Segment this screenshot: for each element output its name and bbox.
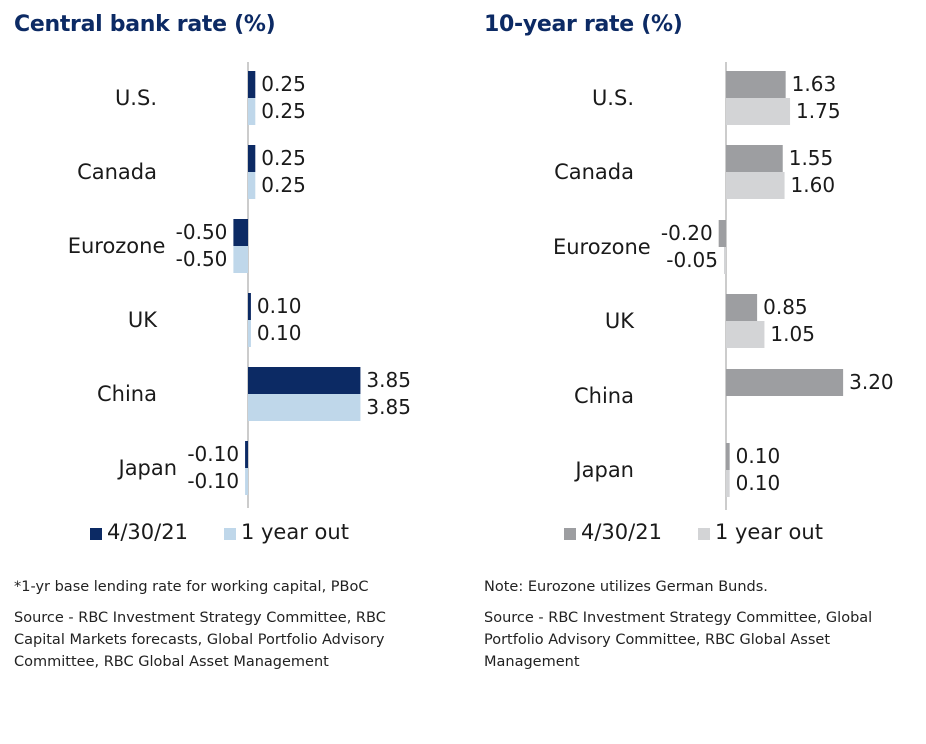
category-label: Japan <box>117 456 178 480</box>
chart-title: 10-year rate (%) <box>484 12 683 37</box>
data-label: 3.85 <box>366 395 411 419</box>
bar-future <box>233 246 248 273</box>
bar-current <box>233 219 248 246</box>
bar-future <box>726 98 791 125</box>
legend: 4/30/21 1 year out <box>90 520 385 544</box>
bar-future <box>248 394 361 421</box>
legend-swatch-future <box>223 528 236 540</box>
data-label: 1.75 <box>796 99 841 123</box>
bar-current <box>726 369 844 396</box>
chart-notes: Note: Eurozone utilizes German Bunds. So… <box>484 576 914 682</box>
data-label: 0.25 <box>261 173 306 197</box>
bar-future <box>726 470 730 497</box>
source-note: Source - RBC Investment Strategy Committ… <box>14 610 386 670</box>
category-label: Eurozone <box>68 234 166 258</box>
bar-future <box>248 320 251 347</box>
data-label: 0.25 <box>261 146 306 170</box>
data-label: 0.25 <box>261 99 306 123</box>
legend-swatch-current <box>564 528 576 540</box>
data-label: 0.85 <box>763 295 808 319</box>
data-label: -0.10 <box>187 469 239 493</box>
legend-item-future: 1 year out <box>697 520 823 544</box>
legend-swatch-current <box>90 528 102 540</box>
central-bank-rate-chart: U.S. 0.25 0.25 Canada 0.25 0.25 Eurozone -0.50 -… <box>68 62 411 508</box>
bar-future <box>248 98 256 125</box>
legend-swatch-future <box>697 528 710 540</box>
bar-future <box>245 468 248 495</box>
ten-year-rate-panel: 10-year rate (%) U.S. 1.63 1.75 Canada 1.55 1… <box>463 0 926 744</box>
data-label: -0.10 <box>187 442 239 466</box>
category-label: U.S. <box>115 86 157 110</box>
data-label: -0.50 <box>176 220 228 244</box>
data-label: 0.10 <box>257 294 302 318</box>
legend-label: 4/30/21 <box>581 520 662 544</box>
legend-label: 1 year out <box>714 520 823 544</box>
data-label: -0.50 <box>176 247 228 271</box>
bar-future <box>726 172 785 199</box>
category-label: UK <box>605 309 635 333</box>
data-label: 0.10 <box>736 444 781 468</box>
legend-label: 4/30/21 <box>107 520 188 544</box>
bar-current <box>245 441 248 468</box>
data-label: 1.05 <box>770 322 815 346</box>
legend-item-current: 4/30/21 <box>564 520 662 544</box>
note: Note: Eurozone utilizes German Bunds. <box>484 579 768 595</box>
bar-future <box>726 321 765 348</box>
data-label: 0.10 <box>736 471 781 495</box>
legend-item-current: 4/30/21 <box>90 520 188 544</box>
data-label: -0.05 <box>666 248 718 272</box>
data-label: 1.60 <box>791 173 836 197</box>
data-label: 0.25 <box>261 72 306 96</box>
bar-current <box>718 220 726 247</box>
category-label: China <box>574 384 634 408</box>
category-label: China <box>97 382 157 406</box>
data-label: -0.20 <box>661 221 713 245</box>
legend-item-future: 1 year out <box>223 520 349 544</box>
source-note: Source - RBC Investment Strategy Committ… <box>484 610 873 670</box>
category-label: Eurozone <box>553 235 651 259</box>
bar-current <box>248 367 361 394</box>
bar-current <box>726 294 758 321</box>
data-label: 1.55 <box>789 146 834 170</box>
legend: 4/30/21 1 year out <box>564 520 859 544</box>
bar-current <box>726 71 786 98</box>
footnote: *1-yr base lending rate for working capi… <box>14 579 369 595</box>
category-label: UK <box>128 308 158 332</box>
bar-current <box>726 145 783 172</box>
data-label: 3.20 <box>849 370 894 394</box>
category-label: Canada <box>77 160 157 184</box>
category-label: Canada <box>554 160 634 184</box>
chart-title: Central bank rate (%) <box>14 12 276 37</box>
legend-label: 1 year out <box>240 520 349 544</box>
bar-current <box>248 71 256 98</box>
bar-current <box>248 293 251 320</box>
ten-year-rate-chart: U.S. 1.63 1.75 Canada 1.55 1.60 Eurozone -0.20 -… <box>553 62 894 510</box>
bar-current <box>726 443 730 470</box>
bar-future <box>248 172 256 199</box>
bar-current <box>248 145 256 172</box>
data-label: 0.10 <box>257 321 302 345</box>
data-label: 3.85 <box>366 368 411 392</box>
chart-notes: *1-yr base lending rate for working capi… <box>14 576 434 682</box>
category-label: Japan <box>573 458 634 482</box>
category-label: U.S. <box>592 86 634 110</box>
bar-future <box>724 247 726 274</box>
central-bank-rate-panel: Central bank rate (%) U.S. 0.25 0.25 Canada… <box>14 12 434 682</box>
data-label: 1.63 <box>792 72 837 96</box>
